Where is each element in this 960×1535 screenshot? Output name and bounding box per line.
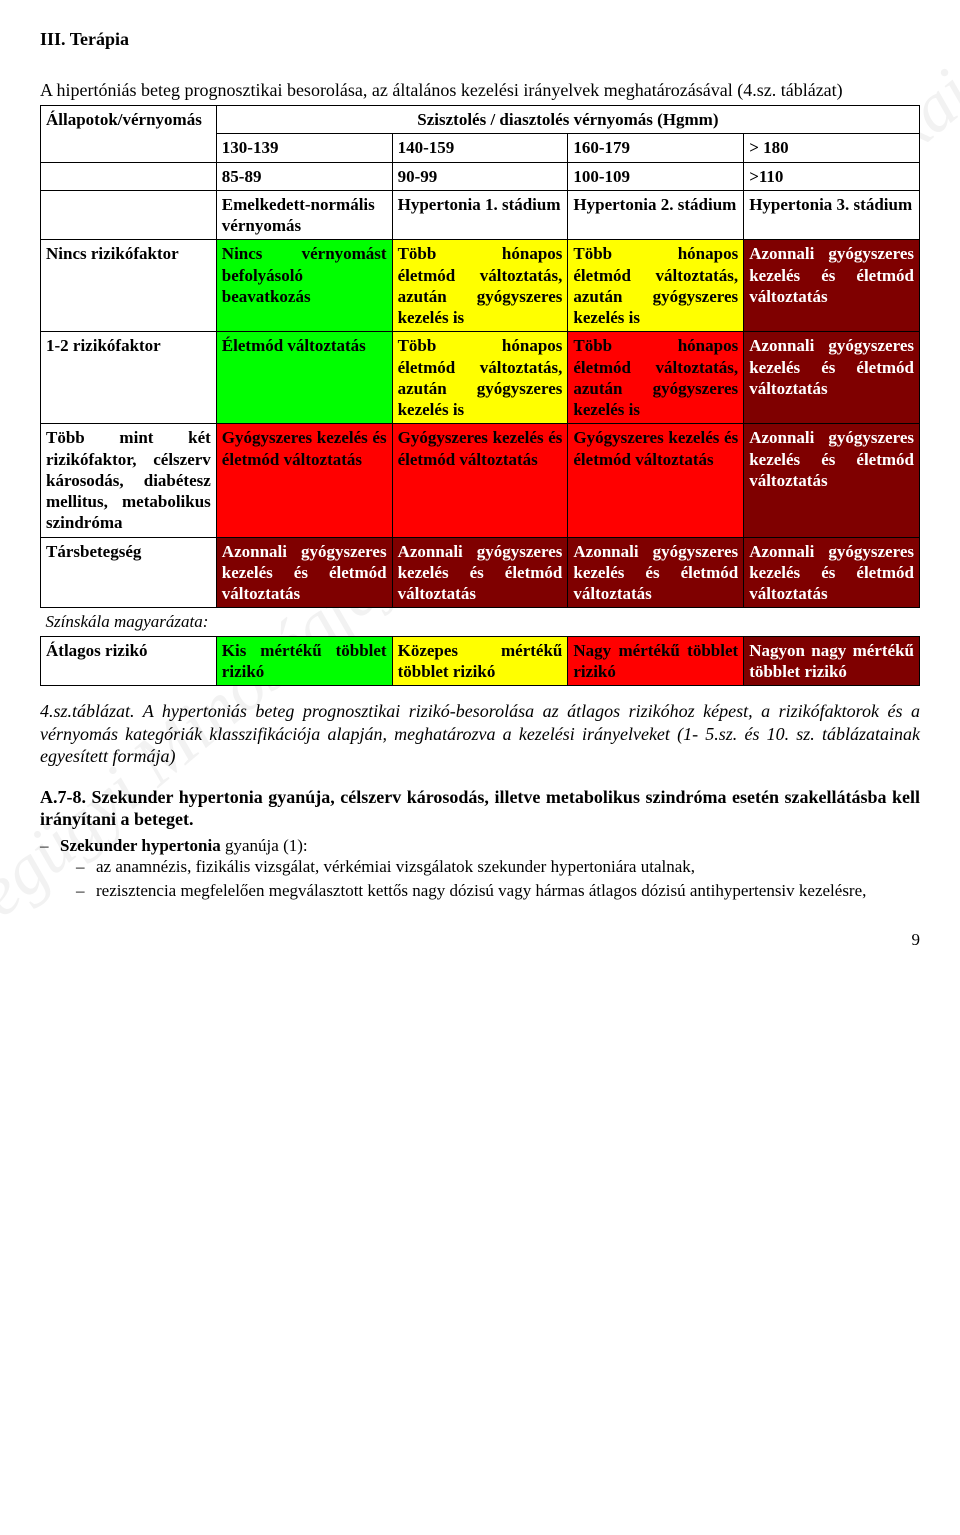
legend-cell-4: Nagyon nagy mértékű többlet rizikó	[744, 636, 920, 686]
cell: Azonnali gyógyszeres kezelés és életmód …	[744, 424, 920, 537]
cell: Azonnali gyógyszeres kezelés és életmód …	[392, 537, 568, 608]
list-item: rezisztencia megfelelően megválasztott k…	[60, 880, 920, 901]
blank-cell	[41, 162, 217, 190]
cell: Azonnali gyógyszeres kezelés és életmód …	[216, 537, 392, 608]
legend-cell-0: Átlagos rizikó	[41, 636, 217, 686]
cell: Gyógyszeres kezelés és életmód változtat…	[216, 424, 392, 537]
list-item: az anamnézis, fizikális vizsgálat, vérké…	[60, 856, 920, 877]
legend-title-row: Színskála magyarázata:	[41, 608, 920, 636]
row-label-1: 1-2 rizikófaktor	[41, 332, 217, 424]
stage-1: Hypertonia 1. stádium	[392, 190, 568, 240]
legend-row: Átlagos rizikó Kis mértékű többlet rizik…	[41, 636, 920, 686]
table-caption: 4.sz.táblázat. A hypertoniás beteg progn…	[40, 700, 920, 768]
table-row: 1-2 rizikófaktor Életmód változtatás Töb…	[41, 332, 920, 424]
cell: Több hónapos életmód változtatás, azután…	[392, 240, 568, 332]
col-systolic-3: > 180	[744, 134, 920, 162]
col-systolic-0: 130-139	[216, 134, 392, 162]
legend-cell-1: Kis mértékű többlet rizikó	[216, 636, 392, 686]
cell: Több hónapos életmód változtatás, azután…	[392, 332, 568, 424]
col-diastolic-1: 90-99	[392, 162, 568, 190]
bullet-top-rest: gyanúja (1):	[221, 836, 308, 855]
cell: Gyógyszeres kezelés és életmód változtat…	[568, 424, 744, 537]
table-row: Társbetegség Azonnali gyógyszeres kezelé…	[41, 537, 920, 608]
a78-heading: A.7-8. Szekunder hypertonia gyanúja, cél…	[40, 786, 920, 831]
row-label-3: Társbetegség	[41, 537, 217, 608]
bullet-top-bold: Szekunder hypertonia	[60, 836, 221, 855]
cell: Nincs vérnyomást befolyásoló beavatkozás	[216, 240, 392, 332]
corner-cell: Állapotok/vérnyomás	[41, 106, 217, 163]
col-systolic-2: 160-179	[568, 134, 744, 162]
cell: Életmód változtatás	[216, 332, 392, 424]
stage-3: Hypertonia 3. stádium	[744, 190, 920, 240]
row-label-2: Több mint két rizikófaktor, célszerv kár…	[41, 424, 217, 537]
blank-cell	[41, 190, 217, 240]
cell: Gyógyszeres kezelés és életmód változtat…	[392, 424, 568, 537]
header-title: Szisztolés / diasztolés vérnyomás (Hgmm)	[216, 106, 919, 134]
table-row: 85-89 90-99 100-109 >110	[41, 162, 920, 190]
table-row: Állapotok/vérnyomás Szisztolés / diaszto…	[41, 106, 920, 134]
cell: Azonnali gyógyszeres kezelés és életmód …	[744, 240, 920, 332]
page-content: III. Terápia A hipertóniás beteg prognos…	[40, 28, 920, 951]
a78-heading-text: A.7-8. Szekunder hypertonia gyanúja, cél…	[40, 787, 920, 830]
table-row: Nincs rizikófaktor Nincs vérnyomást befo…	[41, 240, 920, 332]
table-row: Több mint két rizikófaktor, célszerv kár…	[41, 424, 920, 537]
risk-table: Állapotok/vérnyomás Szisztolés / diaszto…	[40, 105, 920, 686]
table-row: Emelkedett-normális vérnyomás Hypertonia…	[41, 190, 920, 240]
cell: Azonnali gyógyszeres kezelés és életmód …	[568, 537, 744, 608]
section-heading: III. Terápia	[40, 28, 920, 51]
col-systolic-1: 140-159	[392, 134, 568, 162]
list-item: Szekunder hypertonia gyanúja (1): az ana…	[40, 835, 920, 902]
stage-2: Hypertonia 2. stádium	[568, 190, 744, 240]
bullet-list: Szekunder hypertonia gyanúja (1): az ana…	[40, 835, 920, 902]
cell: Több hónapos életmód változtatás, azután…	[568, 332, 744, 424]
page-number: 9	[40, 929, 920, 950]
stage-0: Emelkedett-normális vérnyomás	[216, 190, 392, 240]
legend-cell-2: Közepes mértékű többlet rizikó	[392, 636, 568, 686]
legend-title: Színskála magyarázata:	[41, 608, 920, 636]
legend-cell-3: Nagy mértékű többlet rizikó	[568, 636, 744, 686]
col-diastolic-0: 85-89	[216, 162, 392, 190]
cell: Azonnali gyógyszeres kezelés és életmód …	[744, 332, 920, 424]
col-diastolic-2: 100-109	[568, 162, 744, 190]
bullet-sublist: az anamnézis, fizikális vizsgálat, vérké…	[60, 856, 920, 902]
cell: Azonnali gyógyszeres kezelés és életmód …	[744, 537, 920, 608]
intro-paragraph: A hipertóniás beteg prognosztikai besoro…	[40, 79, 920, 102]
row-label-0: Nincs rizikófaktor	[41, 240, 217, 332]
col-diastolic-3: >110	[744, 162, 920, 190]
cell: Több hónapos életmód változtatás, azután…	[568, 240, 744, 332]
